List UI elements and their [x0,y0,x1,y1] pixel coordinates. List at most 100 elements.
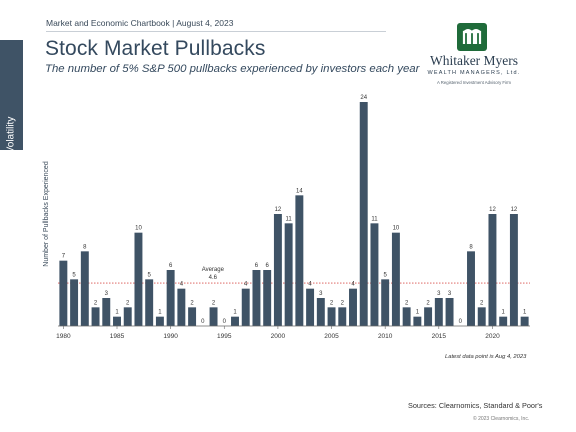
bar-2002 [295,195,304,326]
value-label-2021: 1 [502,310,506,316]
value-label-2006: 2 [341,300,345,306]
average-value-label: 4.6 [209,275,218,281]
value-label-1980: 7 [62,254,66,260]
page-title: Stock Market Pullbacks [45,37,266,60]
bar-2018 [467,251,475,326]
value-label-1989: 1 [158,310,162,316]
bar-1987 [134,232,143,326]
value-label-2012: 2 [405,300,409,306]
x-tick-label-1980: 1980 [56,333,71,340]
bar-2013 [413,316,422,326]
value-label-2000: 12 [275,207,282,213]
bar-1989 [155,316,164,326]
value-label-1998: 6 [255,263,259,269]
logo-name: Whitaker Myers [429,53,519,68]
average-label: Average [202,267,225,273]
value-label-2023: 1 [523,310,527,316]
value-label-2011: 10 [393,226,400,232]
volatility-tab[interactable]: Volatility [0,40,23,153]
bar-1980 [59,260,68,326]
bar-2005 [327,307,336,326]
page-subtitle: The number of 5% S&P 500 pullbacks exper… [45,63,420,75]
bar-2007 [349,288,357,326]
latest-data-note: Latest data point is Aug 4, 2023 [445,354,527,360]
value-label-2017: 0 [459,319,463,325]
bar-1984 [102,298,111,326]
bar-2019 [477,307,486,326]
value-label-2002: 14 [296,188,303,194]
bar-2012 [402,307,411,326]
value-label-2010: 5 [384,272,388,278]
logo-icon [457,23,487,51]
value-label-2008: 24 [360,95,367,101]
bar-2001 [284,223,293,326]
value-label-2005: 2 [330,300,334,306]
value-label-1987: 10 [135,226,142,232]
value-label-2003: 4 [308,282,312,288]
value-label-1999: 6 [266,263,270,269]
bar-2004 [316,298,325,326]
value-label-2019: 2 [480,300,484,306]
bar-2003 [306,288,315,326]
bar-2022 [509,214,518,326]
bar-1992 [188,307,197,326]
value-label-1986: 2 [126,300,130,306]
bar-1998 [252,270,261,326]
bar-2021 [499,316,508,326]
bar-2014 [424,307,433,326]
value-label-1988: 5 [148,272,152,278]
bar-2011 [391,232,400,326]
logo-subtitle: WEALTH MANAGERS, Ltd. [427,70,521,76]
x-tick-label-2015: 2015 [432,333,447,340]
value-label-2001: 11 [286,216,293,222]
value-label-1985: 1 [115,310,119,316]
bar-1994 [209,307,218,326]
logo-tagline: A Registered Investment Advisory Firm [436,80,512,85]
bar-1985 [113,316,121,326]
x-tick-label-2005: 2005 [324,333,339,340]
value-label-1984: 3 [105,291,109,297]
value-label-2009: 11 [371,216,378,222]
firm-logo: Whitaker Myers WEALTH MANAGERS, Ltd. A R… [419,23,529,93]
bar-2009 [370,223,379,326]
value-label-2004: 3 [319,291,323,297]
value-label-1983: 2 [94,300,98,306]
value-label-1997: 4 [244,282,248,288]
x-tick-label-1985: 1985 [110,333,125,340]
bar-1986 [123,307,132,326]
bar-2010 [381,279,390,326]
bar-2000 [273,214,282,326]
bar-2023 [520,316,529,326]
bar-2008 [359,102,368,326]
x-tick-label-2020: 2020 [485,333,500,340]
bar-1982 [80,251,89,326]
value-label-2016: 3 [448,291,452,297]
value-label-1992: 2 [190,300,194,306]
bar-1983 [91,307,100,326]
bar-1996 [231,316,239,326]
bar-1999 [263,270,272,326]
value-label-1982: 8 [83,244,87,250]
x-tick-label-2000: 2000 [271,333,286,340]
bar-2016 [445,298,454,326]
x-tick-label-1990: 1990 [163,333,178,340]
value-label-1995: 0 [223,319,227,325]
copyright-note: © 2023 Clearnomics, Inc. [473,416,530,422]
bar-1988 [145,279,154,326]
sources-note: Sources: Clearnomics, Standard & Poor's [408,401,543,410]
bar-2020 [488,214,497,326]
value-label-1991: 4 [180,282,184,288]
value-label-1996: 1 [233,310,237,316]
value-label-1994: 2 [212,300,216,306]
x-tick-label-1995: 1995 [217,333,232,340]
bar-1990 [166,270,175,326]
value-label-1993: 0 [201,319,205,325]
value-label-2022: 12 [511,207,518,213]
value-label-2018: 8 [469,244,473,250]
y-axis-label: Number of Pullbacks Experienced [43,161,50,267]
header-divider [46,31,386,32]
bar-1997 [241,288,250,326]
value-label-2007: 4 [351,282,355,288]
